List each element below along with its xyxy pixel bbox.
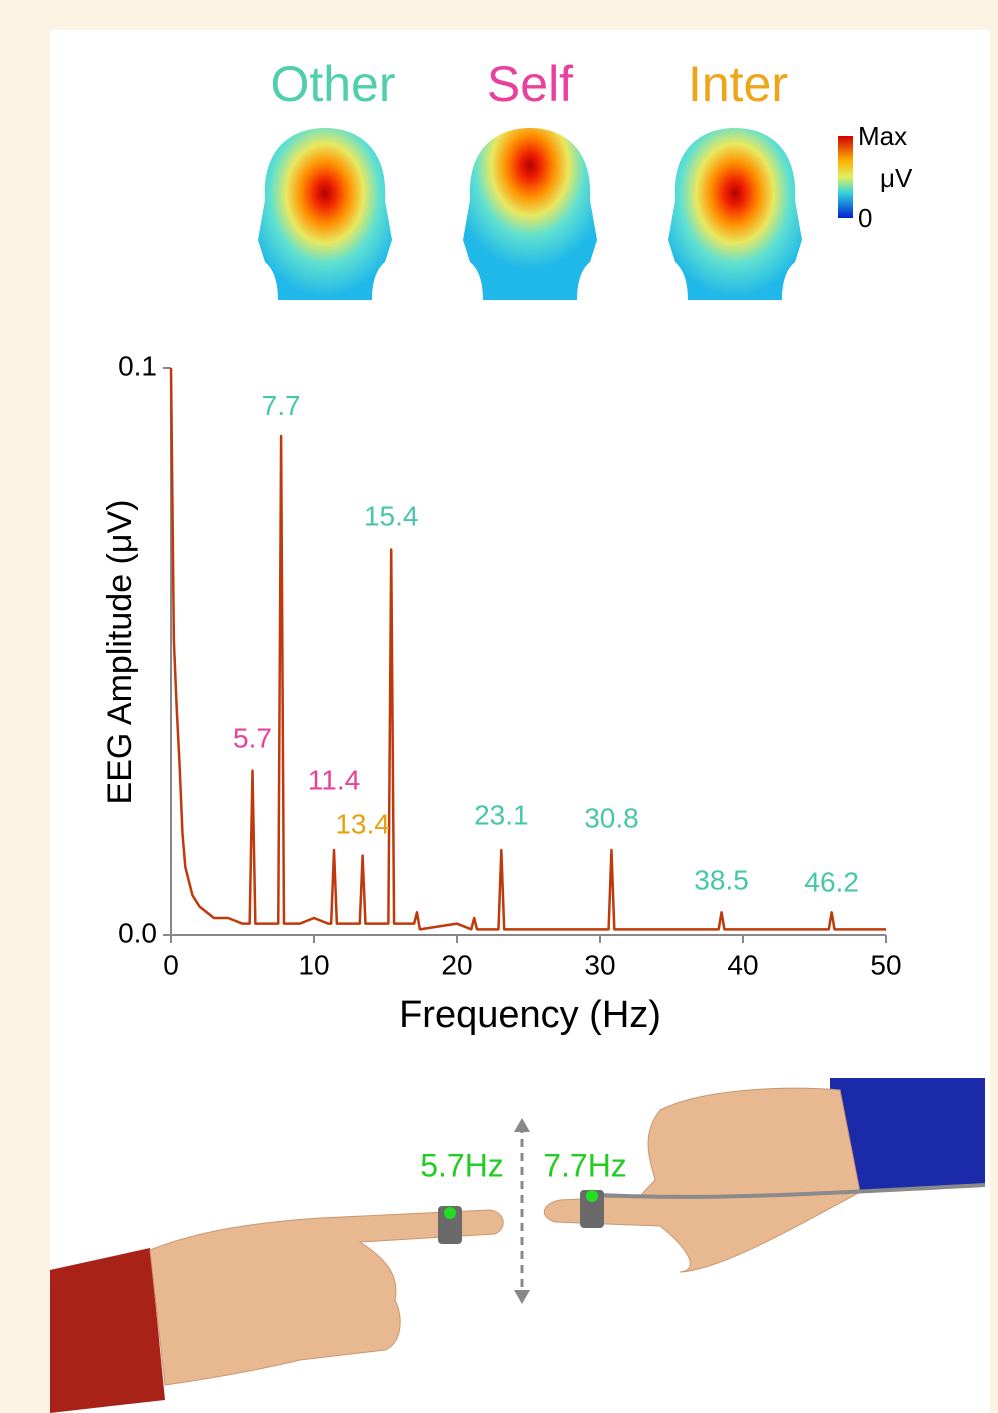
spectrum-line — [169, 367, 886, 931]
peak-label: 46.2 — [804, 866, 859, 897]
right-ring — [580, 1190, 604, 1228]
colorbar — [838, 136, 853, 218]
x-tick-label: 40 — [727, 949, 758, 980]
peak-label: 11.4 — [308, 764, 360, 795]
colorbar-max: Max — [858, 121, 907, 151]
scalp-maps — [258, 128, 802, 300]
colorbar-unit: μV — [880, 163, 913, 193]
cable — [599, 1183, 986, 1199]
map-label: Inter — [688, 56, 788, 112]
x-axis-label: Frequency (Hz) — [399, 994, 661, 1036]
left-ring — [438, 1206, 462, 1244]
peak-label: 15.4 — [364, 501, 419, 532]
head — [463, 128, 597, 300]
head — [258, 128, 392, 300]
head — [668, 128, 802, 300]
left-led — [444, 1207, 456, 1219]
left-sleeve — [50, 1248, 165, 1413]
peak-label: 13.4 — [335, 809, 390, 840]
peak-label: 5.7 — [233, 722, 272, 753]
left-hand — [149, 1209, 504, 1386]
x-tick-label: 30 — [584, 949, 615, 980]
right-led — [586, 1190, 598, 1202]
map-label: Self — [487, 56, 573, 112]
x-tick-label: 50 — [870, 949, 901, 980]
peak-label: 23.1 — [474, 799, 529, 830]
y-axis-label: EEG Amplitude (μV) — [101, 500, 139, 805]
peak-label: 30.8 — [584, 802, 639, 833]
left-frequency: 5.7Hz — [420, 1147, 504, 1183]
y-tick-label: 0.0 — [118, 917, 157, 948]
illustration — [50, 1078, 986, 1413]
peak-label: 38.5 — [694, 865, 749, 896]
map-label: Other — [270, 56, 395, 112]
right-sleeve — [830, 1078, 985, 1192]
colorbar-min: 0 — [858, 203, 872, 233]
peak-label: 7.7 — [262, 390, 301, 421]
x-tick-label: 10 — [298, 949, 329, 980]
right-frequency: 7.7Hz — [543, 1147, 627, 1183]
y-tick-label: 0.1 — [118, 350, 157, 381]
x-tick-label: 0 — [163, 949, 179, 980]
plot: 0.0 0.1 0 10 20 30 40 50 7.7 15.4 5.7 11.4 13.4 23.1 3… — [118, 350, 902, 980]
x-tick-label: 20 — [441, 949, 472, 980]
right-hand — [543, 1087, 861, 1273]
